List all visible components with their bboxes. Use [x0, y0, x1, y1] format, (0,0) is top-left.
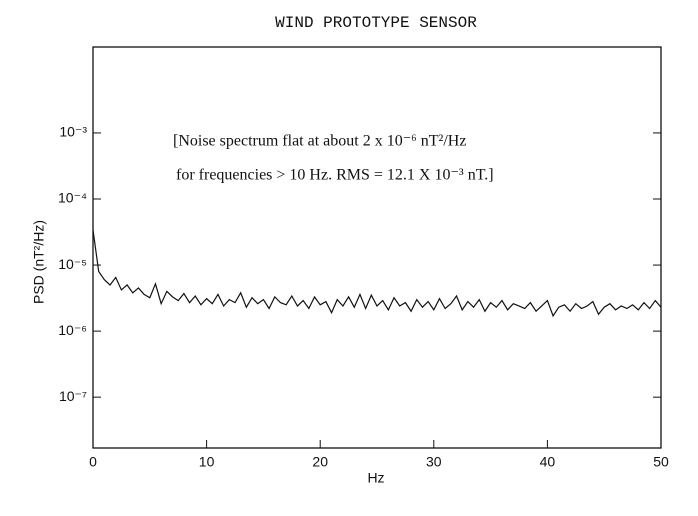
x-tick-label: 0	[89, 454, 97, 470]
x-tick-label: 30	[426, 454, 442, 470]
y-tick-label: 10⁻⁶	[58, 322, 87, 338]
y-tick-label: 10⁻⁴	[58, 190, 87, 206]
y-tick-label: 10⁻³	[59, 124, 87, 140]
annotation: for frequencies > 10 Hz. RMS = 12.1 X 10…	[176, 167, 494, 184]
spectrum-line	[92, 229, 662, 318]
x-axis-label: Hz	[367, 470, 384, 486]
plot-frame	[92, 46, 662, 449]
x-tick-label: 50	[653, 454, 669, 470]
y-tick-label: 10⁻⁵	[58, 256, 87, 272]
x-tick-label: 10	[199, 454, 215, 470]
y-axis-label: PSD (nT²/Hz)	[31, 220, 47, 304]
y-tick-label: 10⁻⁷	[59, 388, 87, 404]
x-tick-label: 20	[312, 454, 328, 470]
x-tick-label: 40	[540, 454, 556, 470]
annotation: [Noise spectrum flat at about 2 x 10⁻⁶ n…	[173, 133, 466, 150]
chart-title: WIND PROTOTYPE SENSOR	[275, 14, 477, 32]
